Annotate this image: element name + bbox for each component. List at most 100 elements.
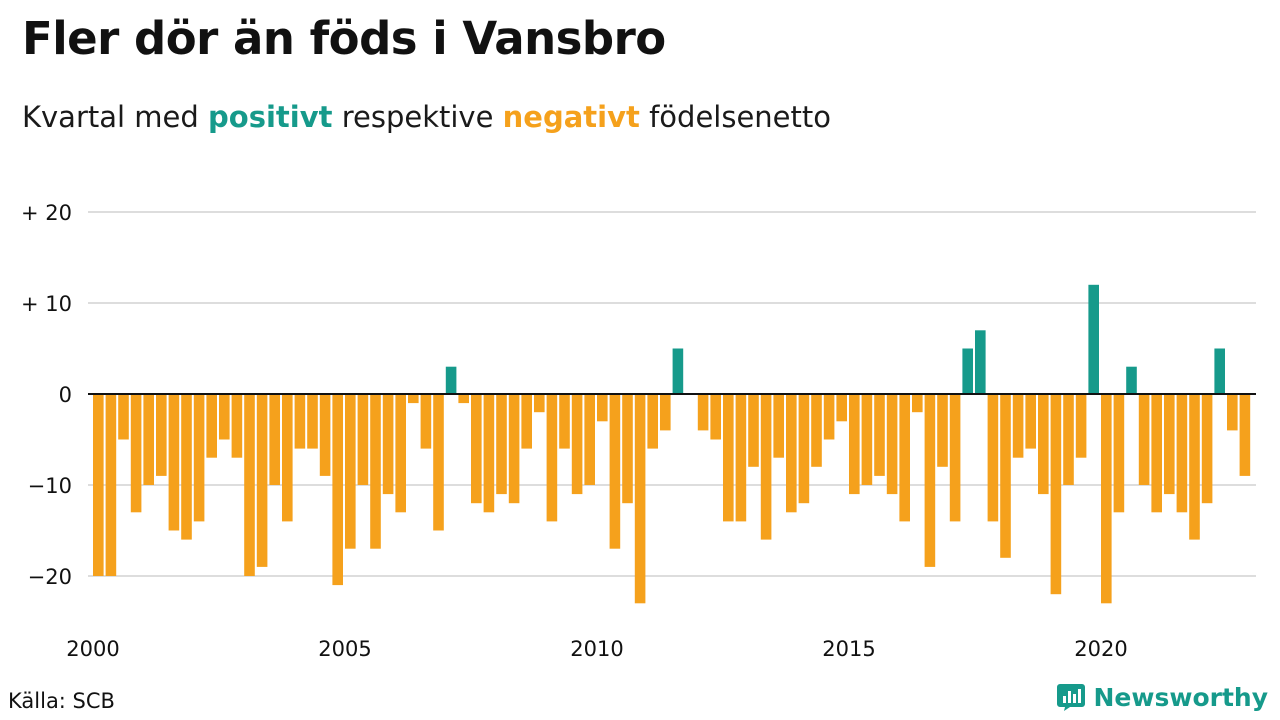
chart-subtitle: Kvartal med positivt respektive negativt… [22, 100, 831, 134]
bar: 2004 K1: -6 [294, 394, 306, 449]
bar: 2016 K4: -8 [937, 394, 948, 467]
y-tick-label: −10 [28, 474, 72, 498]
bar: 2016 K1: -14 [899, 394, 910, 522]
bar: 2009 K1: -14 [546, 394, 558, 522]
subtitle-middle: respektive [341, 100, 494, 134]
y-tick-label: 0 [59, 383, 72, 407]
bar: 2007 K3: -12 [471, 394, 482, 504]
bar: 2015 K1: -11 [849, 394, 860, 495]
bar: 2010 K1: -3 [597, 394, 608, 422]
bar: 2022 K2: 5 [1214, 348, 1225, 394]
x-tick-label: 2020 [1074, 637, 1127, 661]
bar: 2011 K1: -6 [647, 394, 658, 449]
y-tick-label: −20 [28, 565, 72, 589]
bar: 2014 K3: -5 [823, 394, 835, 440]
bar: 2006 K3: -6 [420, 394, 432, 449]
bar: 2017 K1: -14 [949, 394, 961, 522]
bar: 2018 K1: -18 [1000, 394, 1011, 558]
bar: 2008 K2: -12 [508, 394, 520, 504]
bar: 2004 K3: -9 [319, 394, 331, 476]
bar: 2020 K1: -23 [1101, 394, 1112, 604]
bar: 2004 K4: -21 [332, 394, 343, 586]
bar: 2010 K2: -17 [609, 394, 621, 549]
chart-title: Fler dör än föds i Vansbro [22, 12, 666, 65]
bar-chart-logo-icon [1056, 684, 1085, 711]
bar: 2008 K1: -11 [496, 394, 507, 495]
subtitle-negative-label: negativt [502, 100, 640, 134]
bar: 2004 K2: -6 [307, 394, 318, 449]
bar: 2006 K4: -15 [433, 394, 444, 531]
brand-name: Newsworthy [1093, 682, 1269, 712]
bar: 2000 K1: -20 [93, 394, 104, 576]
bar: 2002 K1: -14 [193, 394, 205, 522]
bar: 2022 K1: -12 [1201, 394, 1213, 504]
bar: 2018 K3: -6 [1025, 394, 1036, 449]
bar: 2021 K4: -16 [1189, 394, 1200, 540]
bar: 2003 K3: -10 [269, 394, 280, 485]
bar: 2010 K3: -12 [622, 394, 633, 504]
bar: 2020 K2: -13 [1113, 394, 1125, 513]
bar: 2002 K2: -7 [206, 394, 217, 458]
bar: 2000 K3: -5 [118, 394, 129, 440]
x-tick-label: 2015 [822, 637, 875, 661]
brand-logo: Newsworthy [1056, 682, 1269, 712]
bar: 2016 K3: -19 [924, 394, 936, 567]
bar: 2019 K3: -7 [1075, 394, 1087, 458]
bar: 2005 K4: -11 [382, 394, 394, 495]
bar: 2013 K2: -16 [760, 394, 772, 540]
bar: 2005 K2: -10 [357, 394, 369, 485]
bar: 2003 K2: -19 [256, 394, 268, 567]
bar: 2001 K1: -10 [143, 394, 154, 485]
bar: 2019 K1: -22 [1050, 394, 1062, 595]
bar: 2021 K2: -11 [1164, 394, 1175, 495]
bar: 2001 K2: -9 [156, 394, 167, 476]
bar: 2013 K3: -7 [773, 394, 784, 458]
bar: 2001 K4: -16 [181, 394, 192, 540]
source-note: Källa: SCB [8, 689, 115, 713]
bar: 2008 K3: -6 [521, 394, 532, 449]
bar: 2022 K3: -4 [1227, 394, 1238, 431]
bar: 2012 K2: -5 [710, 394, 721, 440]
subtitle-suffix: födelsenetto [649, 100, 831, 134]
bar: 2021 K1: -13 [1151, 394, 1162, 513]
bar: 2006 K2: -1 [408, 394, 419, 404]
bar: 2007 K2: -1 [458, 394, 469, 404]
bar: 2015 K3: -9 [874, 394, 885, 476]
bar: 2000 K4: -13 [130, 394, 142, 513]
bar: 2018 K2: -7 [1012, 394, 1024, 458]
bar: 2013 K1: -8 [748, 394, 759, 467]
bar: 2001 K3: -15 [168, 394, 180, 531]
bar: 2017 K4: -14 [987, 394, 999, 522]
bar: 2013 K4: -13 [786, 394, 797, 513]
subtitle-positive-label: positivt [208, 100, 333, 134]
bar: 2019 K4: 12 [1088, 284, 1099, 394]
x-tick-label: 2005 [318, 637, 371, 661]
bar: 2020 K3: 3 [1126, 366, 1137, 394]
bar: 2003 K4: -14 [282, 394, 293, 522]
bar: 2021 K3: -13 [1176, 394, 1188, 513]
bar: 2020 K4: -10 [1138, 394, 1150, 485]
x-tick-label: 2010 [570, 637, 623, 661]
bar: 2009 K3: -11 [571, 394, 583, 495]
bar: 2010 K4: -23 [634, 394, 646, 604]
bar: 2015 K4: -11 [886, 394, 898, 495]
bar: 2022 K4: -9 [1239, 394, 1251, 476]
bar: 2005 K3: -17 [370, 394, 381, 549]
bar: 2015 K2: -10 [861, 394, 873, 485]
bar: 2008 K4: -2 [534, 394, 545, 413]
bar: 2018 K4: -11 [1038, 394, 1049, 495]
bar: 2000 K2: -20 [105, 394, 117, 576]
x-tick-label: 2000 [66, 637, 119, 661]
bar: 2007 K4: -13 [483, 394, 495, 513]
bar: 2006 K1: -13 [395, 394, 406, 513]
bar: 2009 K4: -10 [584, 394, 595, 485]
bar: 2007 K1: 3 [445, 366, 457, 394]
bar: 2019 K2: -10 [1063, 394, 1074, 485]
bar: 2002 K4: -7 [231, 394, 243, 458]
bar: 2009 K2: -6 [559, 394, 570, 449]
bar: 2014 K4: -3 [836, 394, 847, 422]
bar: 2012 K3: -14 [723, 394, 734, 522]
bar: 2016 K2: -2 [912, 394, 923, 413]
bar: 2012 K4: -14 [735, 394, 747, 522]
